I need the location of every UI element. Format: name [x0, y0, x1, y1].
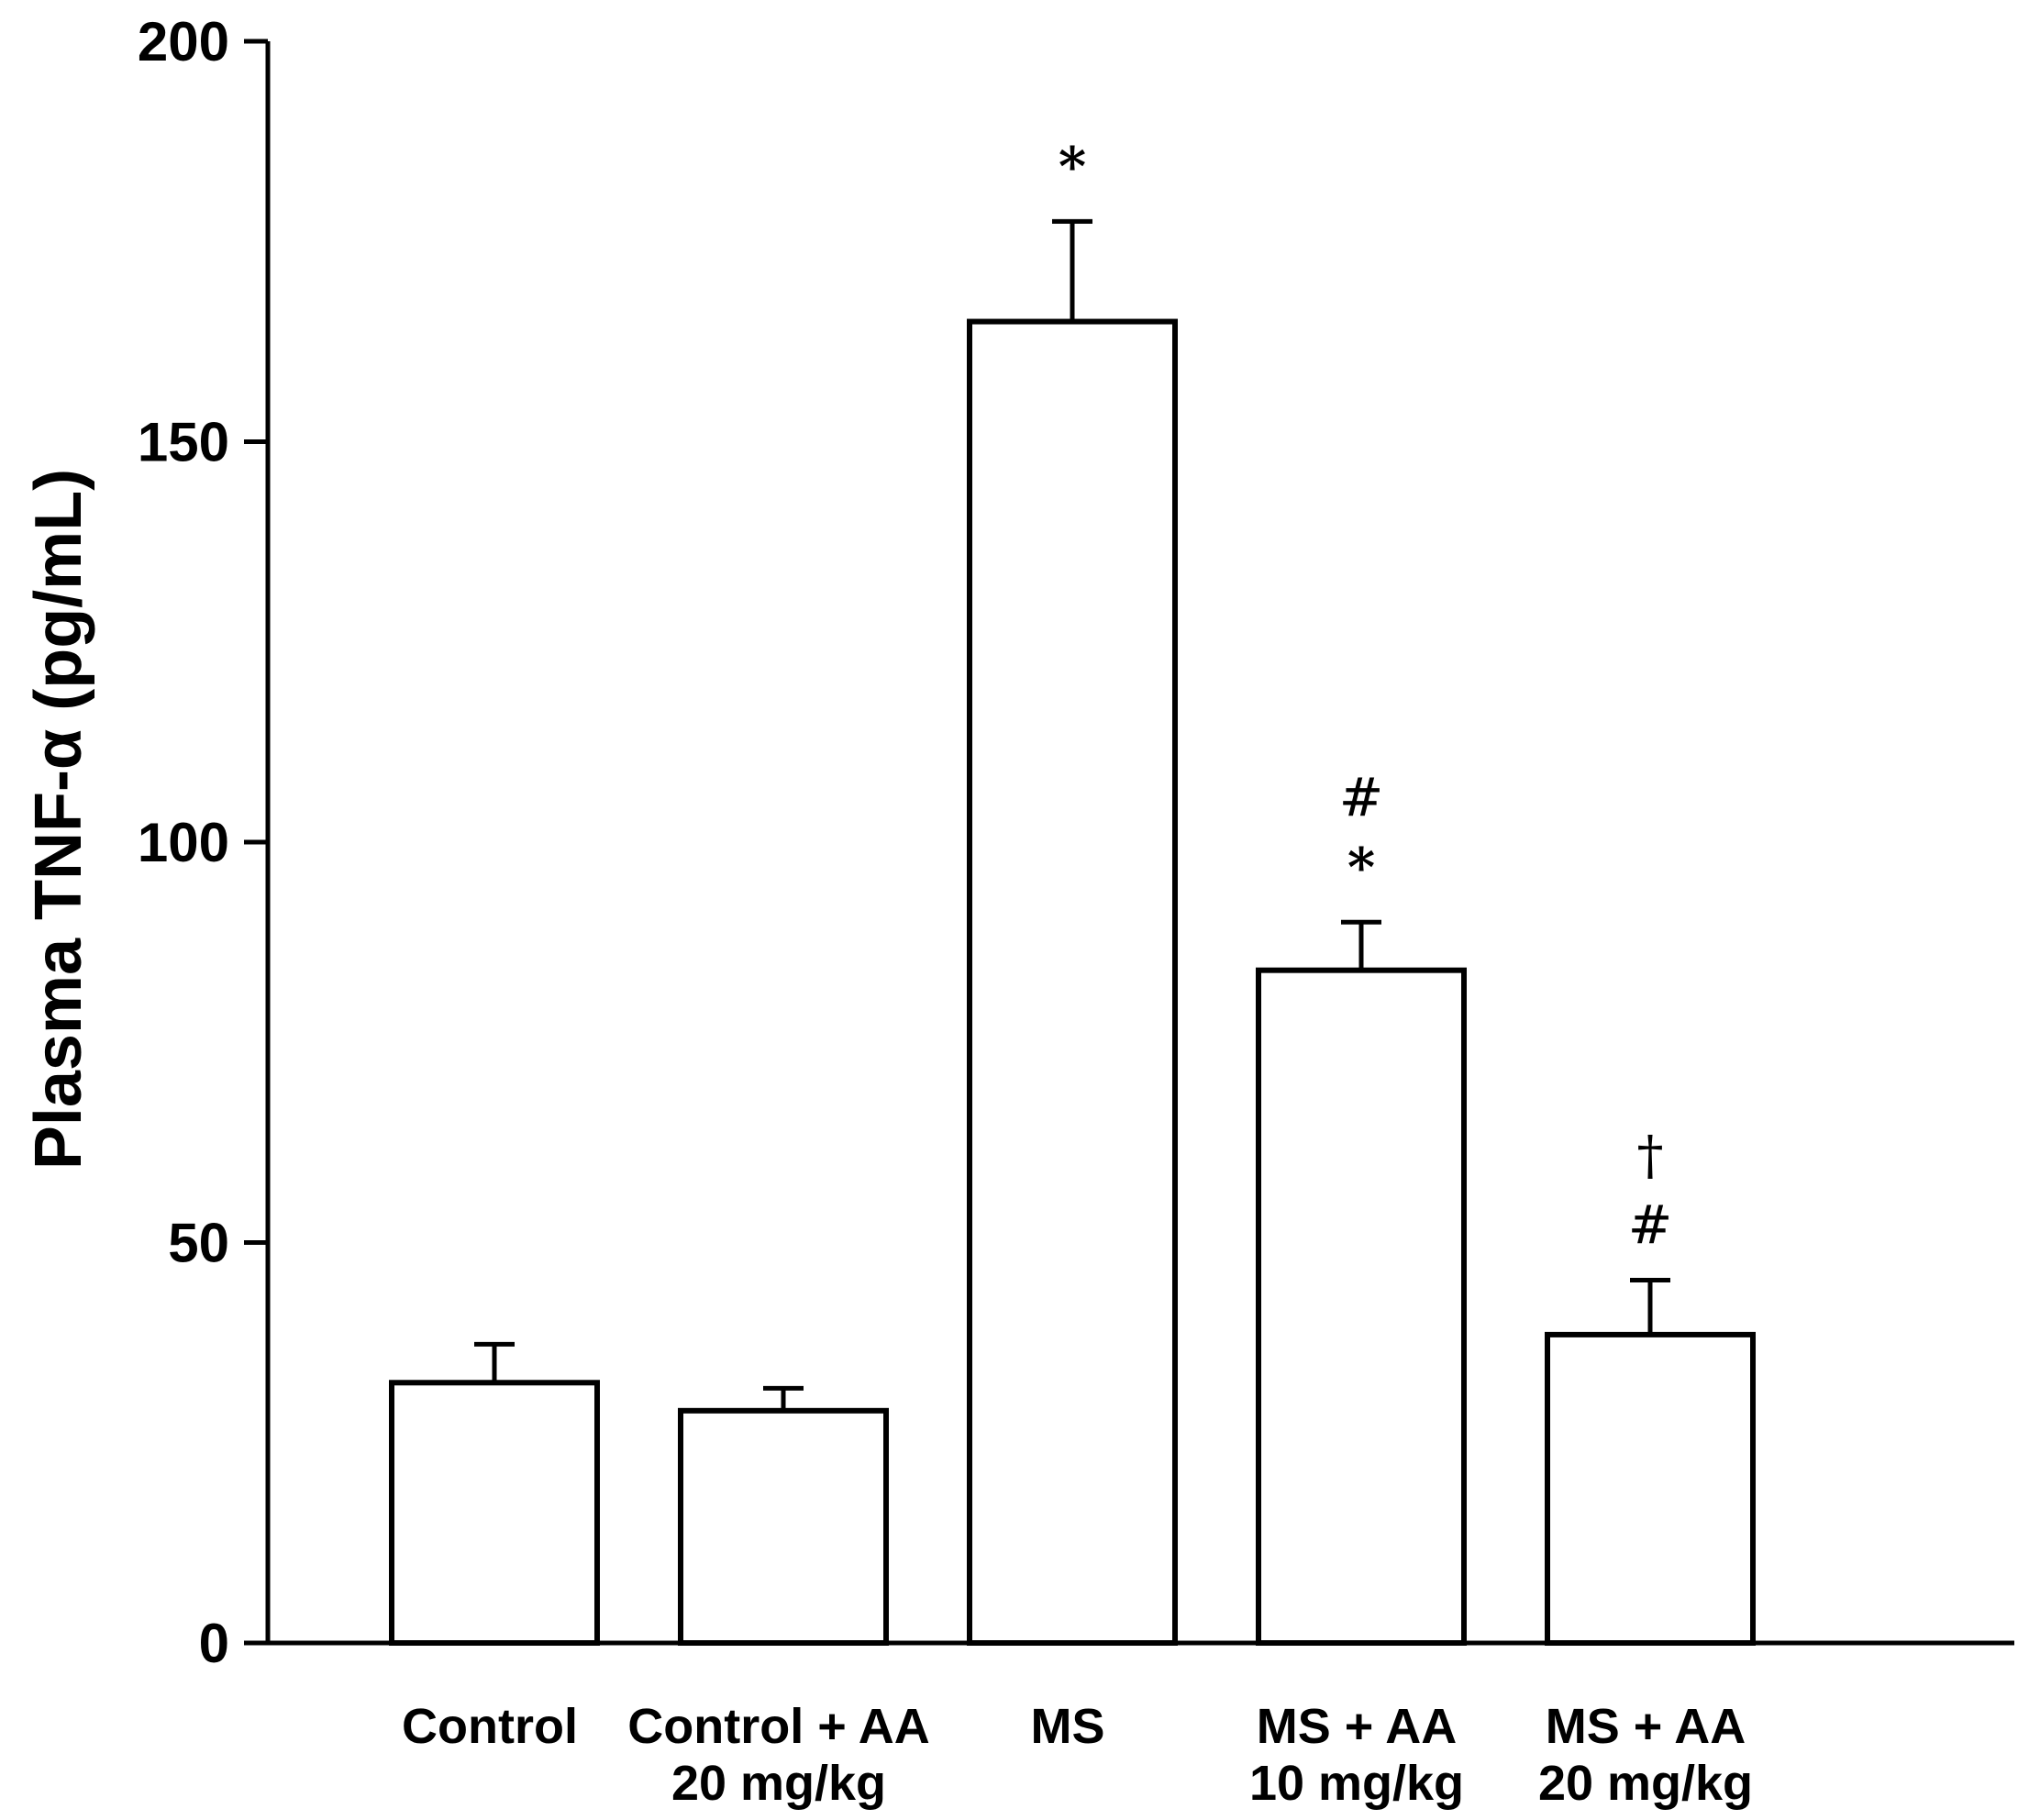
y-ticks: 0 50 100 150 200 [138, 11, 268, 1674]
significance-marker: † [1637, 1125, 1664, 1187]
significance-marker: * [1347, 836, 1375, 898]
y-tick-label: 150 [138, 412, 229, 473]
x-category-label-line1: MS [1031, 1699, 1105, 1754]
significance-marker: # [1339, 766, 1384, 828]
bar [678, 1407, 889, 1646]
y-tick-label: 50 [168, 1213, 229, 1274]
y-tick-label: 0 [199, 1613, 229, 1674]
x-category-label-line1: Control + AA [627, 1699, 929, 1754]
significance-marker: # [1628, 1194, 1673, 1257]
x-category-label-line2: 10 mg/kg [1249, 1756, 1464, 1811]
error-bars [474, 218, 1670, 1411]
y-axis-title-group: Plasma TNF-α (pg/mL) [22, 469, 95, 1170]
bars [389, 318, 1756, 1647]
bar [1545, 1331, 1756, 1647]
x-category-label-line1: MS + AA [1257, 1699, 1458, 1754]
significance-markers: * # * † # [1059, 135, 1672, 1256]
x-category-label-line2: 20 mg/kg [1538, 1756, 1753, 1811]
significance-marker: * [1059, 135, 1086, 197]
bar [1256, 967, 1467, 1647]
x-category-label-line1: MS + AA [1546, 1699, 1746, 1754]
x-category-label-line1: Control [402, 1699, 578, 1754]
bar [967, 318, 1178, 1646]
y-tick-label: 200 [138, 11, 229, 72]
x-category-label-line2: 20 mg/kg [671, 1756, 886, 1811]
y-axis-title: Plasma TNF-α (pg/mL) [22, 469, 95, 1170]
y-tick-label: 100 [138, 812, 229, 873]
bar [389, 1380, 600, 1647]
